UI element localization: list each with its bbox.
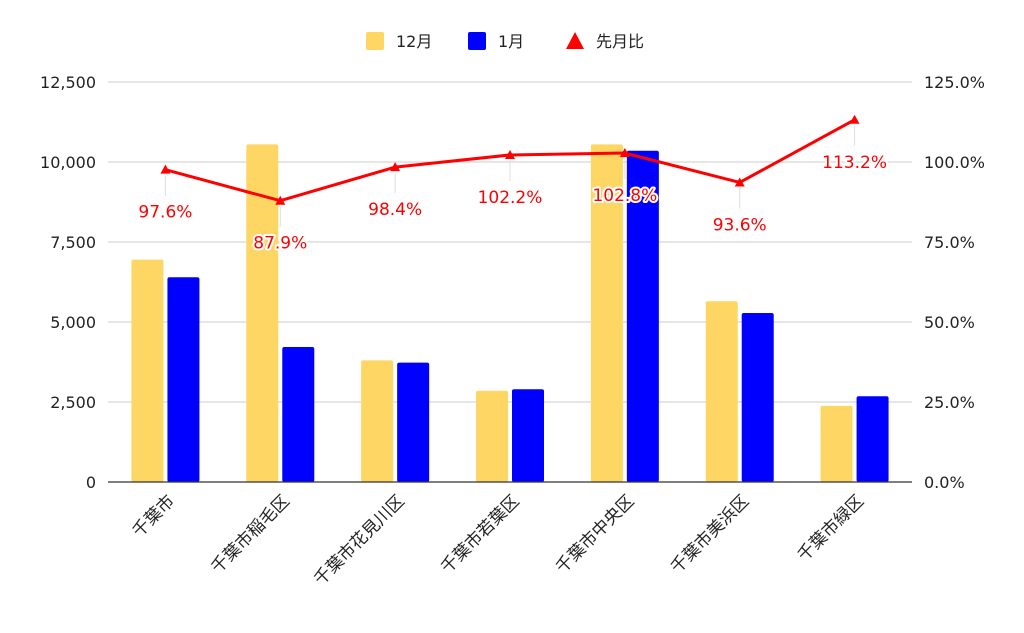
y-right-tick-label: 50.0%: [924, 313, 975, 332]
ratio-marker: [390, 162, 401, 172]
bar-dec: [131, 259, 164, 482]
bar-dec: [246, 144, 279, 482]
category-label: 千葉市美浜区: [667, 491, 753, 577]
y-left-tick-label: 12,500: [40, 73, 96, 92]
ratio-marker: [734, 177, 745, 187]
legend-label: 先月比: [596, 32, 644, 51]
ratio-marker: [505, 149, 515, 159]
bar-jan: [397, 362, 430, 482]
ratio-marker: [160, 164, 171, 174]
legend-swatch-dec: [366, 32, 384, 50]
bar-jan: [626, 150, 659, 483]
y-right-tick-label: 75.0%: [924, 233, 975, 252]
y-left-tick-label: 2,500: [50, 393, 96, 412]
y-left-tick-label: 0: [86, 473, 96, 492]
bar-jan: [856, 396, 889, 482]
y-right-tick-label: 25.0%: [924, 393, 975, 412]
category-label: 千葉市稲毛区: [208, 491, 294, 577]
bar-dec: [590, 144, 623, 482]
bar-jan: [741, 313, 774, 482]
legend-label: 1月: [498, 32, 524, 51]
legend-swatch-jan: [468, 32, 486, 50]
bar-dec: [820, 405, 853, 482]
data-label: 102.8%: [592, 186, 657, 206]
bar-dec: [361, 360, 394, 482]
data-label: 113.2%: [822, 153, 887, 173]
ratio-marker: [275, 195, 286, 205]
category-label: 千葉市花見川区: [310, 491, 408, 589]
data-label: 102.2%: [478, 188, 543, 208]
bar-dec: [705, 301, 738, 482]
data-label: 93.6%: [713, 215, 767, 235]
data-label: 98.4%: [368, 200, 422, 220]
legend-label: 12月: [396, 32, 432, 51]
bar-jan: [167, 277, 200, 482]
category-label: 千葉市中央区: [552, 491, 638, 577]
category-label: 千葉市若葉区: [437, 491, 523, 577]
category-label: 千葉市: [129, 491, 179, 541]
bar-dec: [476, 390, 508, 482]
y-right-tick-label: 100.0%: [924, 153, 985, 172]
y-right-tick-label: 0.0%: [924, 473, 965, 492]
data-label: 97.6%: [138, 203, 192, 223]
data-label: 87.9%: [253, 234, 307, 254]
category-label: 千葉市緑区: [794, 491, 868, 565]
y-left-tick-label: 10,000: [40, 153, 96, 172]
bar-jan: [282, 346, 315, 482]
y-left-tick-label: 7,500: [50, 233, 96, 252]
bar-jan: [512, 389, 544, 482]
legend-swatch-ratio: [566, 32, 584, 49]
ratio-marker: [619, 148, 630, 158]
ratio-marker: [849, 114, 860, 124]
y-left-tick-label: 5,000: [50, 313, 96, 332]
y-right-tick-label: 125.0%: [924, 73, 985, 92]
